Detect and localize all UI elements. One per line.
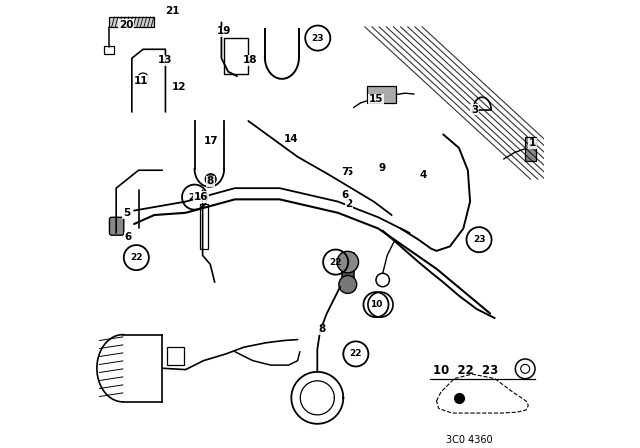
Text: 22: 22 [130, 253, 143, 262]
Text: 12: 12 [172, 82, 186, 92]
Text: 13: 13 [158, 56, 173, 65]
Bar [342, 253, 354, 282]
Bar [525, 137, 536, 161]
Text: 11: 11 [134, 76, 148, 86]
Circle shape [339, 276, 356, 293]
Text: 5: 5 [346, 168, 353, 177]
Text: 22: 22 [330, 258, 342, 267]
Text: 19: 19 [216, 26, 231, 36]
Text: 8: 8 [207, 177, 214, 186]
Bar [104, 46, 114, 54]
Bar [109, 17, 154, 27]
Text: 16: 16 [194, 192, 209, 202]
Bar [167, 347, 184, 365]
Text: 2: 2 [346, 199, 353, 209]
Circle shape [205, 174, 216, 185]
Text: 3: 3 [471, 105, 478, 115]
Text: 17: 17 [204, 136, 219, 146]
Bar [224, 38, 248, 74]
Text: 21: 21 [165, 6, 179, 16]
Text: 5: 5 [123, 208, 130, 218]
Text: 23: 23 [312, 34, 324, 43]
Text: 15: 15 [369, 95, 383, 104]
Text: 22: 22 [188, 193, 201, 202]
Text: 10  22  23: 10 22 23 [433, 364, 499, 377]
Text: 14: 14 [284, 134, 298, 144]
Text: 4: 4 [419, 170, 427, 180]
Text: 20: 20 [119, 20, 134, 30]
Text: 6: 6 [125, 233, 132, 242]
Bar [200, 204, 208, 249]
Text: 3C0 4360: 3C0 4360 [447, 435, 493, 445]
Text: 8: 8 [319, 324, 326, 334]
Text: 9: 9 [378, 163, 385, 173]
Text: 22: 22 [349, 349, 362, 358]
Text: 23: 23 [473, 235, 485, 244]
Text: 1: 1 [529, 138, 536, 148]
Text: 10: 10 [370, 300, 382, 309]
Circle shape [337, 251, 358, 273]
Text: 18: 18 [243, 56, 258, 65]
FancyBboxPatch shape [109, 217, 124, 235]
Bar [367, 86, 396, 103]
Text: 7: 7 [341, 168, 348, 177]
Text: 6: 6 [341, 190, 348, 200]
